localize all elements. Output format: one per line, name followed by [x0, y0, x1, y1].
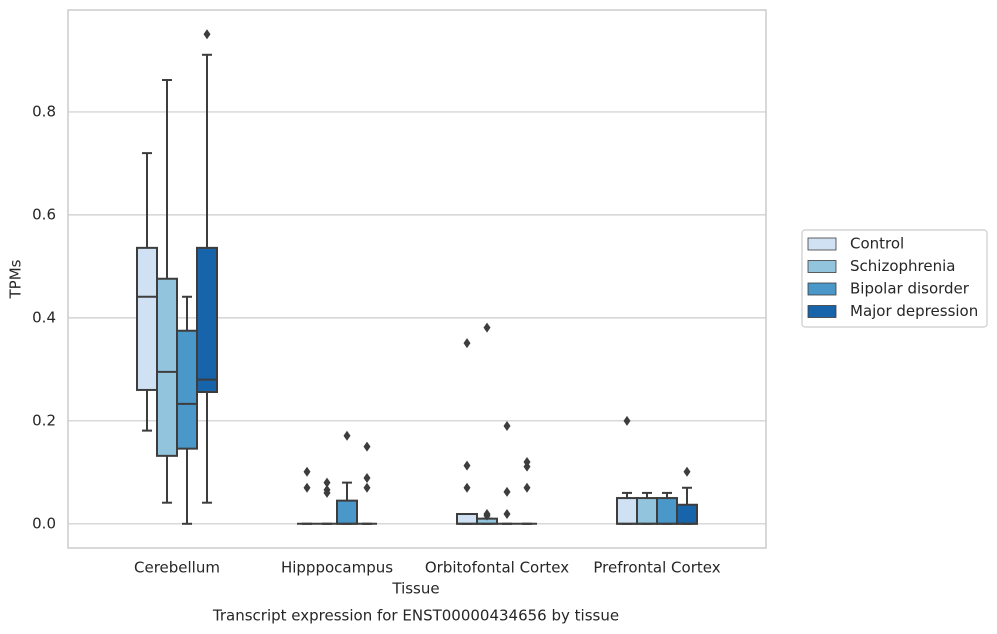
flier [483, 322, 491, 333]
legend-swatch [807, 305, 837, 318]
x-axis-label: Tissue [391, 580, 439, 598]
legend-swatch [807, 260, 837, 273]
flier [463, 338, 471, 349]
plot-frame [67, 9, 767, 549]
y-tick-label: 0.4 [32, 308, 56, 326]
x-tick-label: Orbitofontal Cortex [425, 559, 569, 577]
legend-label: Control [850, 235, 904, 253]
box [456, 513, 478, 525]
legend-label: Major depression [850, 302, 978, 320]
flier [463, 460, 471, 471]
box [196, 246, 218, 394]
flier [303, 466, 311, 477]
flier [323, 487, 331, 498]
flier [303, 482, 311, 493]
y-tick-label: 0.8 [32, 102, 56, 120]
flier [363, 472, 371, 483]
chart-title: Transcript expression for ENST0000043465… [212, 607, 619, 625]
flier [483, 510, 491, 521]
box [136, 246, 158, 391]
flier [503, 486, 511, 497]
x-tick-label: Hipppocampus [281, 559, 393, 577]
flier [323, 477, 331, 488]
box [176, 329, 198, 450]
flier [203, 29, 211, 40]
y-tick-label: 0.0 [32, 514, 56, 532]
flier [363, 441, 371, 452]
box [336, 499, 358, 525]
flier [363, 482, 371, 493]
x-tick-label: Cerebellum [134, 559, 220, 577]
box [156, 277, 178, 457]
flier [503, 420, 511, 431]
flier [343, 430, 351, 441]
y-axis-label: TPMs [7, 259, 25, 299]
y-tick-label: 0.6 [32, 205, 56, 223]
legend-frame [801, 229, 988, 328]
box [676, 503, 698, 525]
legend-label: Bipolar disorder [850, 280, 970, 298]
flier [623, 415, 631, 426]
y-tick-label: 0.2 [32, 411, 56, 429]
flier [463, 482, 471, 493]
box [616, 497, 638, 525]
box [656, 497, 678, 525]
flier [503, 509, 511, 520]
x-tick-label: Prefrontal Cortex [593, 559, 720, 577]
flier [683, 466, 691, 477]
flier [523, 482, 531, 493]
box [636, 497, 658, 525]
flier [523, 461, 531, 472]
legend-swatch [807, 237, 837, 251]
legend-label: Schizophrenia [850, 257, 955, 275]
legend-swatch [807, 282, 837, 296]
